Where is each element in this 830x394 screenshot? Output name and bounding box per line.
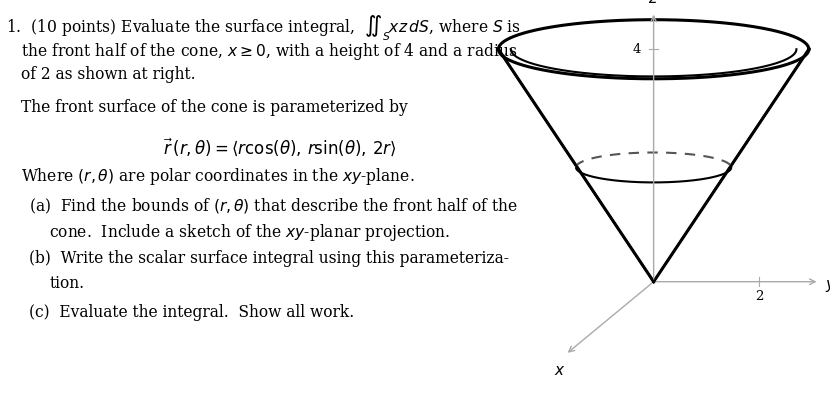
Text: $\vec{r}\,(r,\theta) = \langle r\cos(\theta),\, r\sin(\theta),\, 2r\rangle$: $\vec{r}\,(r,\theta) = \langle r\cos(\th… xyxy=(163,136,397,158)
Text: $x$: $x$ xyxy=(554,364,566,379)
Text: the front half of the cone, $x\geq 0$, with a height of 4 and a radius: the front half of the cone, $x\geq 0$, w… xyxy=(21,41,517,62)
Text: (c)  Evaluate the integral.  Show all work.: (c) Evaluate the integral. Show all work… xyxy=(29,304,354,321)
Text: of 2 as shown at right.: of 2 as shown at right. xyxy=(21,66,195,83)
Text: The front surface of the cone is parameterized by: The front surface of the cone is paramet… xyxy=(21,99,408,116)
Text: (a)  Find the bounds of $(r,\theta)$ that describe the front half of the: (a) Find the bounds of $(r,\theta)$ that… xyxy=(29,197,518,216)
Text: cone.  Include a sketch of the $xy$-planar projection.: cone. Include a sketch of the $xy$-plana… xyxy=(50,222,451,243)
Text: Where $(r,\theta)$ are polar coordinates in the $xy$-plane.: Where $(r,\theta)$ are polar coordinates… xyxy=(21,166,414,187)
Text: 1.  (10 points) Evaluate the surface integral,  $\iint_S xz\,dS$, where $S$ is: 1. (10 points) Evaluate the surface inte… xyxy=(7,14,521,43)
Text: 4: 4 xyxy=(633,43,642,56)
Text: $z$: $z$ xyxy=(648,0,659,6)
Text: (b)  Write the scalar surface integral using this parameteriza-: (b) Write the scalar surface integral us… xyxy=(29,250,509,267)
Text: $y$: $y$ xyxy=(825,278,830,294)
Text: 2: 2 xyxy=(755,290,764,303)
Text: tion.: tion. xyxy=(50,275,85,292)
